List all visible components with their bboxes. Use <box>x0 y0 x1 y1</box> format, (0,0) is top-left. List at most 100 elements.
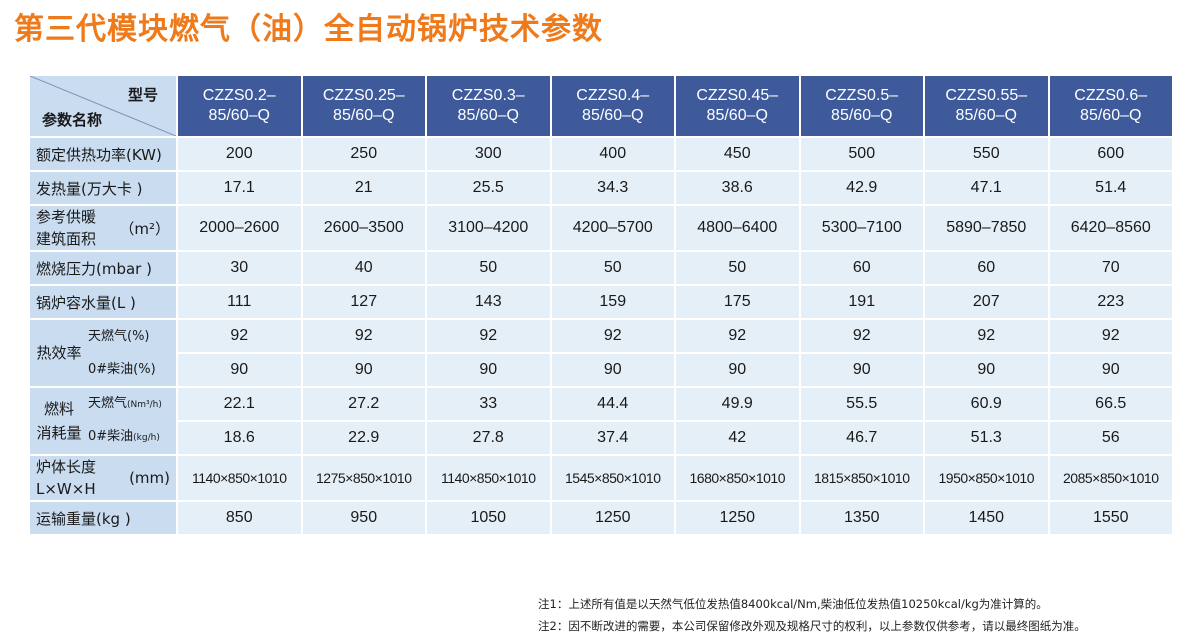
table-cell: 200 <box>178 138 301 170</box>
table-cell: 21 <box>302 172 425 204</box>
corner-model-label: 型号 <box>127 86 158 104</box>
table-cell: 1450 <box>925 502 1048 534</box>
sub-label-gas: 天燃气(Nm³/h) <box>88 396 162 411</box>
table-cell: 143 <box>427 286 550 318</box>
table-cell: 90 <box>302 354 425 386</box>
table-cell: 90 <box>1049 354 1172 386</box>
table-cell: 159 <box>551 286 674 318</box>
table-cell: 42 <box>676 422 799 454</box>
table-cell: 2085×850×1010 <box>1049 456 1172 500</box>
table-cell: 90 <box>427 354 550 386</box>
table-cell: 44.4 <box>551 388 674 420</box>
model-header: CZZS0.55– 85/60–Q <box>925 76 1048 136</box>
table-cell: 4800–6400 <box>676 206 799 250</box>
model-header: CZZS0.25– 85/60–Q <box>302 76 425 136</box>
model-header: CZZS0.45– 85/60–Q <box>676 76 799 136</box>
model-header: CZZS0.6– 85/60–Q <box>1049 76 1172 136</box>
table-cell: 550 <box>925 138 1048 170</box>
table-cell: 400 <box>551 138 674 170</box>
table-cell: 450 <box>676 138 799 170</box>
row-heating-area: 参考供暖 建筑面积 （m²） 2000–2600 2600–3500 3100–… <box>30 206 1172 250</box>
table-cell: 5890–7850 <box>925 206 1048 250</box>
table-cell: 17.1 <box>178 172 301 204</box>
table-cell: 25.5 <box>427 172 550 204</box>
table-cell: 850 <box>178 502 301 534</box>
row-label-line: 参考供暖 <box>36 208 97 226</box>
header-corner: 型号 参数名称 <box>30 76 176 136</box>
table-cell: 50 <box>427 252 550 284</box>
row-label: 锅炉容水量(L ) <box>30 286 176 318</box>
table-cell: 1140×850×1010 <box>178 456 301 500</box>
table-cell: 90 <box>676 354 799 386</box>
table-cell: 1350 <box>800 502 923 534</box>
table-cell: 51.4 <box>1049 172 1172 204</box>
model-header: CZZS0.4– 85/60–Q <box>551 76 674 136</box>
row-heat-output: 发热量(万大卡 ) 17.1 21 25.5 34.3 38.6 42.9 47… <box>30 172 1172 204</box>
row-label-line: L×W×H <box>36 480 96 498</box>
table-cell: 1680×850×1010 <box>676 456 799 500</box>
row-label: 运输重量(kg ) <box>30 502 176 534</box>
table-cell: 92 <box>800 320 923 352</box>
table-cell: 90 <box>800 354 923 386</box>
table-cell: 56 <box>1049 422 1172 454</box>
table-cell: 38.6 <box>676 172 799 204</box>
row-efficiency-gas: 热效率 天燃气(%) 0#柴油(%) 92 92 92 92 92 92 92 92 <box>30 320 1172 386</box>
row-label: 燃烧压力(mbar ) <box>30 252 176 284</box>
row-label-line: 炉体长度 <box>36 458 97 476</box>
table-cell: 1550 <box>1049 502 1172 534</box>
table-cell: 4200–5700 <box>551 206 674 250</box>
note-1: 注1：上述所有值是以天然气低位发热值8400kcal/Nm,柴油低位发热值102… <box>538 597 1048 611</box>
table-cell: 175 <box>676 286 799 318</box>
table-cell: 92 <box>427 320 550 352</box>
table-cell: 250 <box>302 138 425 170</box>
spec-table: 型号 参数名称 CZZS0.2– 85/60–Q CZZS0.25– 85/60–Q… <box>28 74 1174 536</box>
table-cell: 1815×850×1010 <box>800 456 923 500</box>
table-cell: 66.5 <box>1049 388 1172 420</box>
sub-label-gas: 天燃气(%) <box>88 328 150 344</box>
model-header: CZZS0.5– 85/60–Q <box>800 76 923 136</box>
table-cell: 111 <box>178 286 301 318</box>
table-cell: 60 <box>800 252 923 284</box>
table-cell: 92 <box>925 320 1048 352</box>
row-fuel-oil: 18.6 22.9 27.8 37.4 42 46.7 51.3 56 <box>30 422 1172 454</box>
table-cell: 1250 <box>676 502 799 534</box>
row-water-volume: 锅炉容水量(L ) 111 127 143 159 175 191 207 22… <box>30 286 1172 318</box>
table-cell: 33 <box>427 388 550 420</box>
sub-label-unit: (kg/h) <box>133 433 160 443</box>
table-cell: 127 <box>302 286 425 318</box>
row-label: 参考供暖 建筑面积 （m²） <box>30 206 176 250</box>
table-cell: 34.3 <box>551 172 674 204</box>
table-cell: 92 <box>1049 320 1172 352</box>
table-cell: 90 <box>925 354 1048 386</box>
row-dimensions: 炉体长度 L×W×H (mm) 1140×850×1010 1275×850×1… <box>30 456 1172 500</box>
group-label-fuel: 燃料 消耗量 天燃气(Nm³/h) 0#柴油(kg/h) <box>30 388 176 454</box>
table-cell: 92 <box>302 320 425 352</box>
table-cell: 55.5 <box>800 388 923 420</box>
table-cell: 1275×850×1010 <box>302 456 425 500</box>
row-label-unit: （m²） <box>119 219 170 238</box>
table-cell: 60 <box>925 252 1048 284</box>
model-header: CZZS0.3– 85/60–Q <box>427 76 550 136</box>
table-cell: 3100–4200 <box>427 206 550 250</box>
row-efficiency-oil: 90 90 90 90 90 90 90 90 <box>30 354 1172 386</box>
table-cell: 1545×850×1010 <box>551 456 674 500</box>
table-cell: 92 <box>178 320 301 352</box>
table-cell: 42.9 <box>800 172 923 204</box>
table-cell: 92 <box>676 320 799 352</box>
table-cell: 27.8 <box>427 422 550 454</box>
table-cell: 207 <box>925 286 1048 318</box>
table-cell: 191 <box>800 286 923 318</box>
corner-param-label: 参数名称 <box>42 111 103 129</box>
table-cell: 22.9 <box>302 422 425 454</box>
row-fuel-gas: 燃料 消耗量 天燃气(Nm³/h) 0#柴油(kg/h) 22.1 27.2 33… <box>30 388 1172 454</box>
diagonal-divider <box>30 76 176 136</box>
row-weight: 运输重量(kg ) 850 950 1050 1250 1250 1350 14… <box>30 502 1172 534</box>
table-cell: 300 <box>427 138 550 170</box>
row-label: 炉体长度 L×W×H (mm) <box>30 456 176 500</box>
table-cell: 6420–8560 <box>1049 206 1172 250</box>
table-cell: 1050 <box>427 502 550 534</box>
table-cell: 50 <box>551 252 674 284</box>
table-cell: 51.3 <box>925 422 1048 454</box>
table-cell: 223 <box>1049 286 1172 318</box>
table-cell: 27.2 <box>302 388 425 420</box>
